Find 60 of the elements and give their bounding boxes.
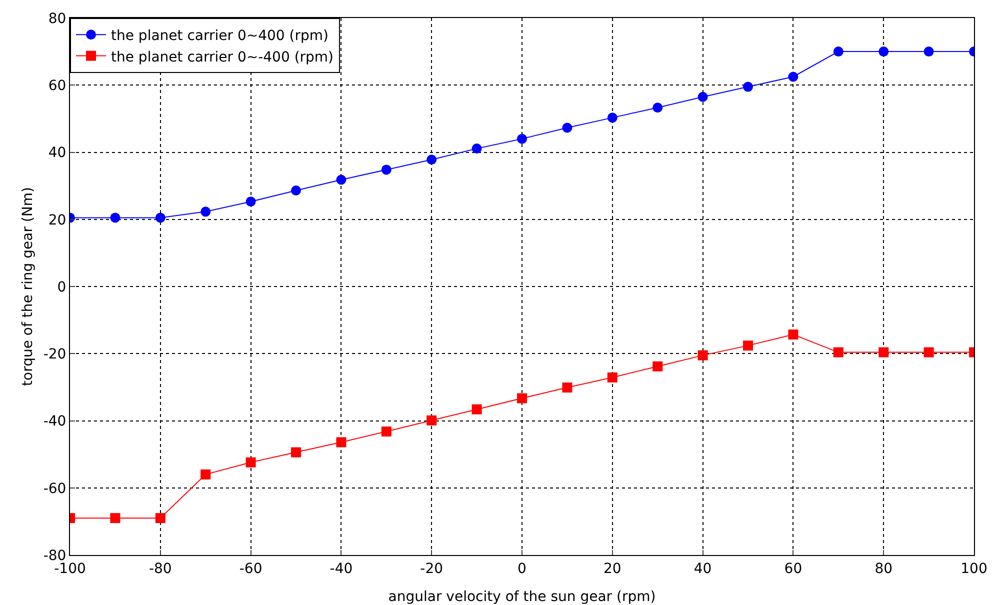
point: [517, 134, 527, 144]
point: [336, 437, 346, 448]
point: [110, 212, 120, 223]
point: [472, 144, 482, 154]
x-tick-label: -40: [330, 560, 353, 577]
y-tick-label: 60: [48, 78, 66, 94]
y-tick-label: -20: [43, 346, 66, 363]
point: [426, 154, 437, 165]
point: [924, 46, 934, 57]
y-axis-title: torque of the ring gear (Nm): [20, 187, 36, 386]
point: [472, 404, 482, 414]
y-tick-label: 0: [57, 279, 66, 296]
point: [381, 164, 392, 175]
point: [788, 72, 798, 82]
legend-label: the planet carrier 0~400 (rpm): [111, 28, 328, 44]
point: [381, 426, 392, 436]
x-tick-label: 0: [518, 560, 526, 577]
point: [562, 382, 572, 393]
y-tick-label: 20: [48, 212, 66, 228]
point: [698, 350, 708, 360]
point: [833, 46, 844, 57]
x-tick-label: -20: [420, 560, 444, 577]
y-tick-label: -60: [43, 480, 66, 497]
y-tick-label: -40: [43, 414, 66, 430]
point: [562, 122, 572, 133]
x-tick-label: -60: [239, 560, 262, 577]
point: [200, 206, 211, 217]
point: [155, 212, 166, 223]
point: [833, 347, 844, 358]
point: [743, 82, 753, 92]
x-tick-label: 100: [960, 560, 988, 577]
point: [607, 112, 618, 123]
point: [652, 361, 663, 372]
point: [426, 415, 437, 426]
x-tick-label: 20: [603, 560, 622, 577]
point: [652, 102, 663, 113]
point: [291, 447, 301, 458]
point: [246, 196, 256, 207]
y-tick-label: 80: [48, 10, 66, 27]
legend-label: the planet carrier 0~-400 (rpm): [111, 49, 334, 66]
x-tick-label: 80: [874, 560, 893, 577]
x-tick-label: 60: [784, 560, 802, 577]
point: [924, 347, 934, 358]
y-tick-label: 40: [48, 145, 66, 162]
point: [878, 46, 889, 57]
point: [878, 347, 889, 358]
point: [336, 174, 346, 185]
point: [200, 469, 211, 480]
point: [246, 457, 256, 468]
point: [110, 513, 120, 524]
x-axis-title: angular velocity of the sun gear (rpm): [388, 589, 656, 605]
point: [607, 372, 618, 382]
point: [698, 92, 708, 102]
point: [291, 186, 301, 196]
x-tick-label: 40: [694, 560, 712, 577]
point: [743, 340, 753, 351]
x-tick-label: -80: [148, 560, 172, 577]
point: [517, 393, 527, 404]
point: [788, 329, 798, 340]
point: [155, 513, 166, 524]
